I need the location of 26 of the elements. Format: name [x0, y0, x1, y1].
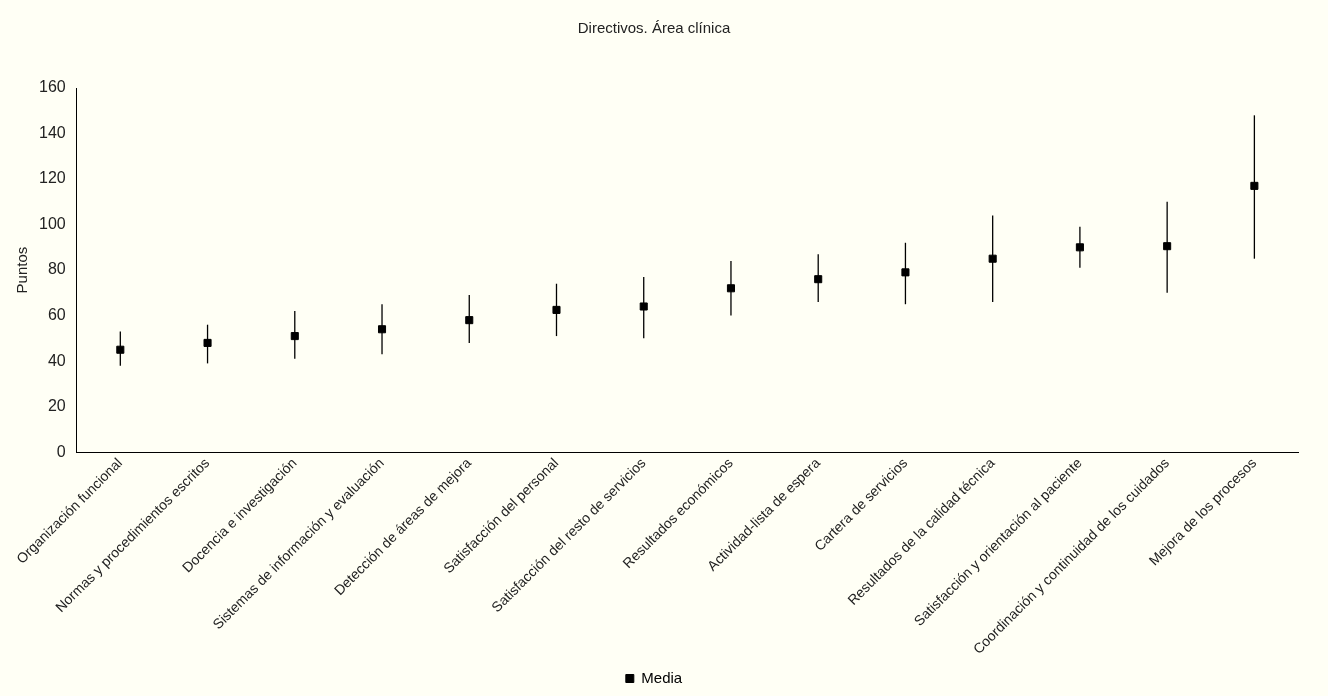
y-tick-label: 140	[38, 123, 66, 141]
y-tick-label: 80	[47, 260, 66, 278]
y-tick-label: 100	[38, 214, 66, 232]
point	[901, 268, 910, 277]
y-tick-label: 60	[47, 306, 66, 323]
point	[1163, 242, 1172, 251]
y-tick-label: 120	[38, 169, 66, 187]
y-tick-label: 20	[47, 397, 66, 415]
legend-label: Media	[641, 668, 683, 686]
point	[1250, 181, 1259, 190]
point	[988, 254, 997, 263]
y-axis-title: Puntos	[13, 246, 31, 294]
point	[377, 325, 387, 334]
point	[639, 302, 648, 311]
point	[116, 345, 125, 354]
point	[814, 275, 823, 284]
point	[290, 332, 299, 341]
y-tick-label: 160	[38, 78, 66, 96]
point	[726, 284, 735, 293]
point	[552, 305, 561, 314]
point	[203, 338, 212, 347]
y-tick-label: 0	[56, 442, 66, 460]
point	[1075, 243, 1084, 252]
chart-title: Directivos. Área clínica	[577, 19, 731, 37]
point	[465, 316, 474, 325]
y-tick-label: 40	[47, 351, 66, 369]
